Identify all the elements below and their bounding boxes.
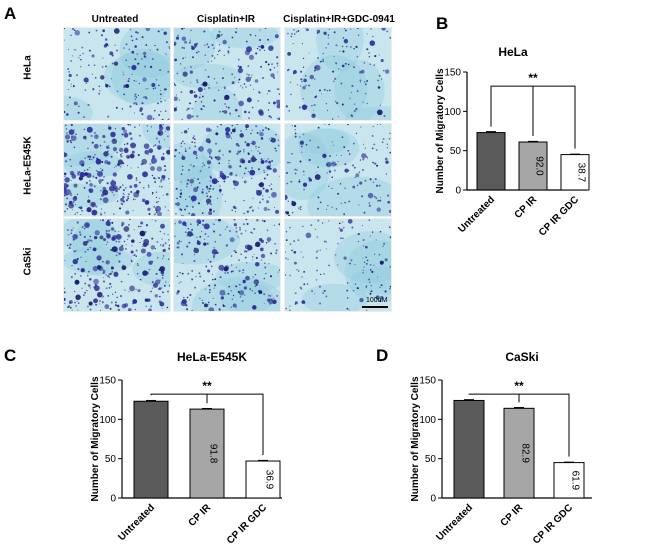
panel-label-a: A <box>4 4 17 23</box>
chart-title: HeLa <box>498 45 528 59</box>
bar-data-label: 36.9 <box>264 470 275 490</box>
y-axis-label: Number of Migratory Cells <box>435 68 446 193</box>
row-label-hela: HeLa <box>22 55 34 80</box>
bar-data-label: 82.9 <box>520 443 531 463</box>
x-tick-label: Untreated <box>456 194 497 235</box>
y-tick-label: 150 <box>444 68 461 79</box>
micrograph-hela-e545k-1 <box>63 123 171 217</box>
micrograph-hela-e545k-3 <box>284 123 392 217</box>
micrograph-hela-2 <box>173 27 281 121</box>
bar <box>133 400 169 499</box>
row-label-hela-e545k: HeLa-E545K <box>22 136 34 195</box>
x-tick-label: CP IR GDC <box>531 502 575 546</box>
scale-bar-label: 100uM <box>366 297 388 304</box>
micrograph-caski-2 <box>173 218 281 312</box>
row-label-caski: CaSki <box>22 247 34 276</box>
y-tick-label: 50 <box>105 454 117 465</box>
panel-label-b: B <box>436 14 449 33</box>
bar <box>560 154 590 191</box>
bar <box>189 408 225 499</box>
bar <box>518 141 548 191</box>
y-tick-label: 50 <box>450 146 462 157</box>
micrograph-hela-e545k-2 <box>173 123 281 217</box>
x-tick-label: CP IR <box>513 194 540 221</box>
significance-stars: ** <box>514 379 524 393</box>
x-tick-label: CP IR <box>499 502 526 529</box>
x-tick-label: CP IR GDC <box>537 194 581 238</box>
panel-label-d: D <box>376 346 389 365</box>
panel-label-c: C <box>4 346 17 365</box>
bar-data-label: 91.8 <box>208 444 219 464</box>
significance-stars: ** <box>528 71 538 85</box>
micrograph-hela-3 <box>284 27 392 121</box>
bar <box>503 407 535 499</box>
micrograph-caski-1 <box>63 218 171 312</box>
micrograph-hela-1 <box>63 27 171 121</box>
scale-bar <box>362 306 388 308</box>
y-tick-label: 0 <box>430 494 436 505</box>
x-tick-label: Untreated <box>434 502 475 543</box>
column-header-cisplatin-ir-gdc: Cisplatin+IR+GDC-0941 <box>283 14 395 25</box>
bar <box>553 462 585 499</box>
bar-data-label: 61.9 <box>570 471 581 491</box>
y-tick-label: 150 <box>99 376 116 387</box>
column-header-untreated: Untreated <box>91 14 139 25</box>
significance-stars: ** <box>202 379 212 393</box>
y-tick-label: 100 <box>444 107 461 118</box>
micrograph-caski-3 <box>284 218 392 312</box>
y-tick-label: 0 <box>110 494 116 505</box>
y-axis-label: Number of Migratory Cells <box>410 376 421 501</box>
bar-data-label: 92.0 <box>534 156 545 176</box>
y-tick-label: 50 <box>425 454 437 465</box>
x-tick-label: CP IR GDC <box>225 502 269 546</box>
y-tick-label: 100 <box>99 415 116 426</box>
y-tick-label: 100 <box>419 415 436 426</box>
bar <box>245 460 281 499</box>
chart-title: HeLa-E545K <box>177 350 247 364</box>
y-tick-label: 150 <box>419 376 436 387</box>
column-header-cisplatin-ir: Cisplatin+IR <box>196 14 256 25</box>
y-axis-label: Number of Migratory Cells <box>90 376 101 501</box>
bar <box>476 132 506 191</box>
x-tick-label: Untreated <box>116 502 157 543</box>
x-tick-label: CP IR <box>187 502 214 529</box>
bar-data-label: 38.7 <box>576 163 587 183</box>
chart-title: CaSki <box>505 350 538 364</box>
bar <box>453 399 485 499</box>
y-tick-label: 0 <box>455 186 461 197</box>
